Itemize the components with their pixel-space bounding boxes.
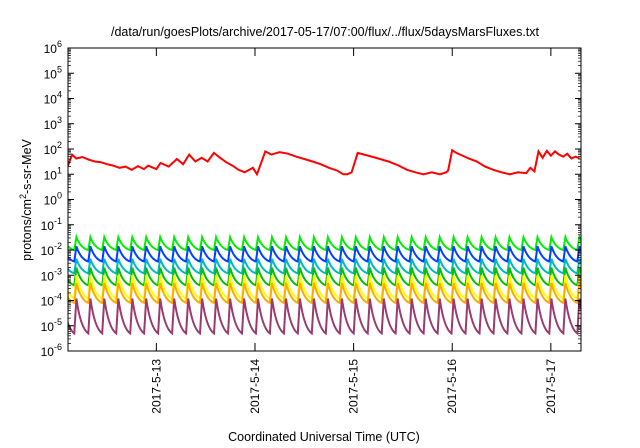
y-tick-label-exp: -3	[54, 266, 62, 276]
y-tick-label-base: 10	[44, 93, 58, 107]
plot-frame	[67, 47, 582, 352]
y-axis-label: protons/cm2-s-sr-MeV	[18, 138, 34, 260]
y-tick-label-base: 10	[41, 244, 55, 258]
band-series-line-6	[68, 298, 581, 336]
band-series-line-1	[68, 245, 581, 263]
y-tick-label-base: 10	[44, 67, 58, 81]
y-tick-label-exp: 5	[57, 64, 62, 74]
y-tick-label-exp: -4	[54, 292, 62, 302]
y-tick-label-base: 10	[41, 295, 55, 309]
y-tick-label-exp: -5	[54, 317, 62, 327]
y-tick-label-base: 10	[44, 143, 58, 157]
y-axis-label-sup: 2	[18, 194, 28, 199]
y-tick-label: 10-5	[41, 317, 62, 334]
y-tick-label-base: 10	[41, 320, 55, 334]
y-tick-label: 10-2	[41, 241, 62, 258]
y-tick-label: 104	[44, 90, 62, 107]
chart-title: /data/run/goesPlots/archive/2017-05-17/0…	[111, 25, 540, 39]
y-tick-label-exp: 0	[57, 191, 62, 201]
y-tick-label: 103	[44, 115, 62, 132]
band-series-line-3	[68, 267, 581, 287]
band-series-line-0	[68, 233, 581, 252]
y-tick-label-exp: -2	[54, 241, 62, 251]
y-tick-label-exp: 3	[57, 115, 62, 125]
axis-layer: 10-610-510-410-310-210-11001011021031041…	[41, 39, 581, 414]
y-tick-label: 102	[44, 140, 62, 157]
y-tick-label-base: 10	[41, 345, 55, 359]
y-tick-label-base: 10	[44, 118, 58, 132]
x-tick-label: 2017-5-15	[347, 359, 361, 414]
y-tick-label: 10-3	[41, 266, 62, 283]
y-tick-label: 101	[44, 165, 62, 182]
y-tick-label-base: 10	[41, 219, 55, 233]
y-tick-label: 105	[44, 64, 62, 81]
series-line-0	[68, 148, 581, 177]
y-tick-label-base: 10	[44, 194, 58, 208]
band-series-line-5	[68, 282, 581, 305]
y-tick-label-exp: 2	[57, 140, 62, 150]
x-tick-label: 2017-5-17	[544, 359, 558, 414]
y-tick-label-exp: 6	[57, 39, 62, 49]
y-axis-label-tail: -s-sr-MeV	[20, 138, 34, 194]
x-axis-label: Coordinated Universal Time (UTC)	[228, 430, 420, 444]
band-series-line-4	[68, 275, 581, 300]
y-tick-label-exp: -6	[54, 342, 62, 352]
y-tick-label-base: 10	[41, 269, 55, 283]
x-tick-label: 2017-5-14	[248, 359, 262, 414]
y-tick-label-base: 10	[44, 168, 58, 182]
y-tick-label-exp: -1	[54, 216, 62, 226]
y-tick-label: 10-1	[41, 216, 62, 233]
series-layer	[68, 148, 581, 336]
y-tick-label: 10-4	[41, 292, 62, 309]
y-tick-label: 100	[44, 191, 62, 208]
x-tick-label: 2017-5-13	[149, 359, 163, 414]
y-tick-label-exp: 4	[57, 90, 62, 100]
y-axis-label-main: protons/cm	[20, 199, 34, 261]
y-tick-label-base: 10	[44, 42, 58, 56]
x-tick-label: 2017-5-16	[445, 359, 459, 414]
y-tick-label: 106	[44, 39, 62, 56]
y-tick-label-exp: 1	[57, 165, 62, 175]
band-series-line-2	[68, 258, 581, 275]
y-tick-label: 10-6	[41, 342, 62, 359]
